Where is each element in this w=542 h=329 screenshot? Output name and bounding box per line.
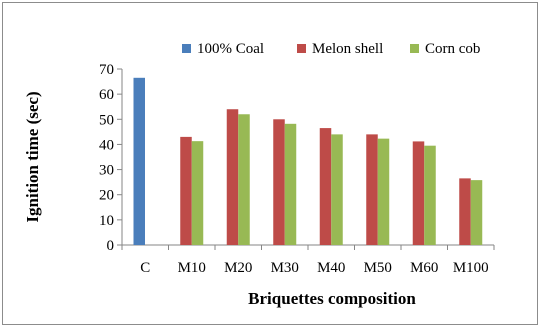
bar-100-coal (133, 77, 145, 245)
x-tick-label: C (140, 260, 150, 276)
legend-swatch (182, 44, 191, 53)
x-tick-label: M100 (453, 260, 489, 276)
y-tick-label: 30 (99, 163, 114, 179)
legend-label: 100% Coal (197, 41, 264, 57)
x-tick-label: M20 (224, 260, 252, 276)
legend-label: Melon shell (312, 41, 383, 57)
y-tick-label: 10 (99, 213, 114, 229)
bars (133, 77, 483, 245)
bar-melon-shell (459, 178, 471, 245)
x-tick-label: M10 (178, 260, 206, 276)
bar-corn-cob (191, 141, 204, 245)
legend-swatch (297, 44, 306, 53)
x-tick-label: M60 (410, 260, 438, 276)
bar-corn-cob (424, 145, 436, 245)
y-tick-label: 50 (99, 112, 114, 128)
bar-corn-cob (238, 114, 250, 245)
legend-label: Corn cob (425, 41, 480, 57)
y-axis: 0 10 20 30 40 50 60 70 (99, 62, 123, 254)
x-axis-title: Briquettes composition (248, 289, 416, 308)
x-tick-label: M30 (271, 260, 299, 276)
legend: 100% Coal Melon shell Corn cob (182, 41, 480, 57)
y-tick-label: 70 (99, 62, 114, 78)
y-tick-label: 0 (107, 238, 115, 254)
y-tick-label: 20 (99, 188, 114, 204)
bar-melon-shell (226, 109, 239, 245)
bar-melon-shell (366, 134, 378, 245)
y-tick-label: 60 (99, 87, 114, 103)
chart-frame (2, 2, 538, 325)
y-axis-title: Ignition time (sec) (23, 91, 42, 222)
bar-corn-cob (377, 138, 390, 245)
x-tick-label: M40 (317, 260, 345, 276)
bar-corn-cob (331, 134, 343, 245)
x-axis: C M10 M20 M30 M40 M50 M60 M100 (121, 244, 495, 276)
bar-corn-cob (470, 180, 483, 245)
legend-swatch (410, 44, 419, 53)
y-tick-label: 40 (99, 137, 114, 153)
bar-melon-shell (412, 141, 425, 245)
bar-melon-shell (180, 136, 192, 245)
bar-corn-cob (284, 123, 297, 245)
x-tick-label: M50 (364, 260, 392, 276)
bar-melon-shell (273, 119, 285, 245)
bar-melon-shell (319, 128, 332, 245)
